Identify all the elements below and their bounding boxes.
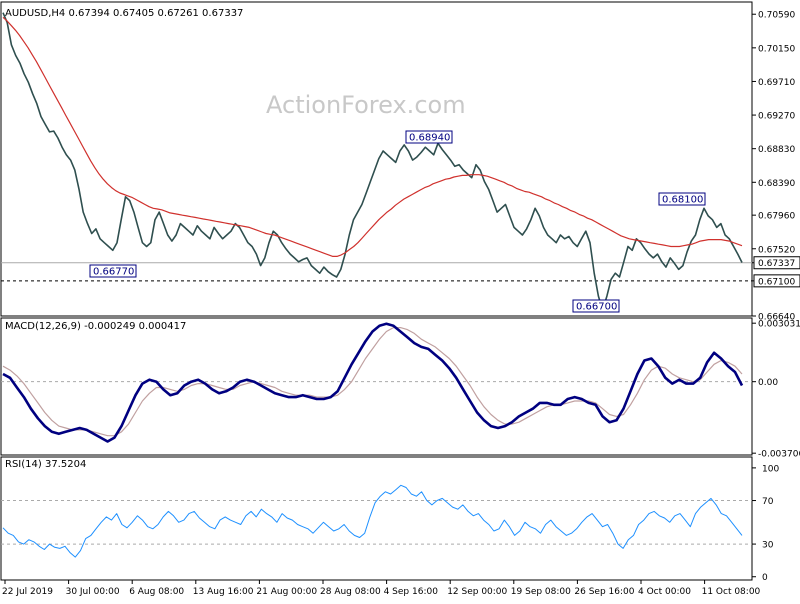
moving-average-line	[2, 16, 743, 257]
x-tick-label: 26 Sep 16:00	[574, 587, 634, 597]
pane-frame-0	[0, 1, 753, 317]
price-annotation-label: 0.66770	[93, 267, 134, 278]
pane-frame-2	[0, 456, 753, 581]
price-annotation-box	[572, 299, 620, 313]
x-tick-label: 12 Sep 00:00	[447, 587, 507, 597]
price-ytick-label: 0.70590	[758, 11, 795, 21]
macd-title: MACD(12,26,9) -0.000249 0.000417	[5, 321, 186, 332]
price-annotation-box	[405, 130, 453, 144]
x-tick-label: 21 Aug 00:00	[256, 587, 317, 597]
rsi-title: RSI(14) 37.5204	[5, 459, 86, 470]
price-ytick-label: 0.66640	[758, 313, 795, 323]
price-ytick-label: 0.68390	[758, 179, 795, 189]
macd-ytick-label: 0.00	[758, 378, 778, 388]
rsi-line	[2, 484, 743, 558]
price-ytick-label: 0.70150	[758, 44, 795, 54]
x-tick-label: 22 Jul 2019	[2, 587, 53, 597]
x-tick-label: 4 Sep 16:00	[384, 587, 439, 597]
x-tick-label: 11 Oct 08:00	[702, 587, 761, 597]
price-ytick-label: 0.67520	[758, 245, 795, 255]
price-annotation-box	[658, 192, 706, 206]
x-tick-label: 4 Oct 00:00	[638, 587, 691, 597]
rsi-ytick-label: 70	[762, 497, 774, 507]
price-title: AUDUSD,H4 0.67394 0.67405 0.67261 0.6733…	[5, 8, 243, 19]
macd-ytick-label: -0.003706	[758, 450, 800, 460]
rsi-ytick-label: 30	[762, 541, 774, 551]
price-level-label-box	[753, 274, 800, 288]
x-tick-label: 6 Aug 08:00	[129, 587, 184, 597]
pane-frame-1	[0, 317, 753, 456]
price-annotation-label: 0.68100	[662, 195, 703, 206]
price-ytick-label: 0.67960	[758, 212, 795, 222]
price-ytick-label: 0.67337	[758, 259, 795, 269]
x-tick-label: 19 Sep 08:00	[511, 587, 571, 597]
x-tick-label: 13 Aug 16:00	[193, 587, 254, 597]
price-annotation-label: 0.66700	[576, 302, 617, 313]
price-level-label-box	[753, 256, 800, 270]
price-ytick-label: 0.68830	[758, 145, 795, 155]
macd-ytick-label: 0.003031	[758, 320, 800, 330]
x-tick-label: 28 Aug 08:00	[320, 587, 381, 597]
price-series-line	[2, 12, 743, 311]
macd-main-line	[2, 322, 744, 443]
watermark: ActionForex.com	[266, 91, 466, 119]
rsi-ytick-label: 0	[762, 573, 768, 583]
price-ytick-label: 0.67100	[758, 277, 795, 287]
price-ytick-label: 0.69710	[758, 78, 795, 88]
price-annotation-label: 0.68940	[409, 133, 450, 144]
x-tick-label: 30 Jul 00:00	[66, 587, 120, 597]
rsi-ytick-label: 100	[762, 464, 779, 474]
price-annotation-box	[89, 264, 137, 278]
price-ytick-label: 0.69270	[758, 112, 795, 122]
